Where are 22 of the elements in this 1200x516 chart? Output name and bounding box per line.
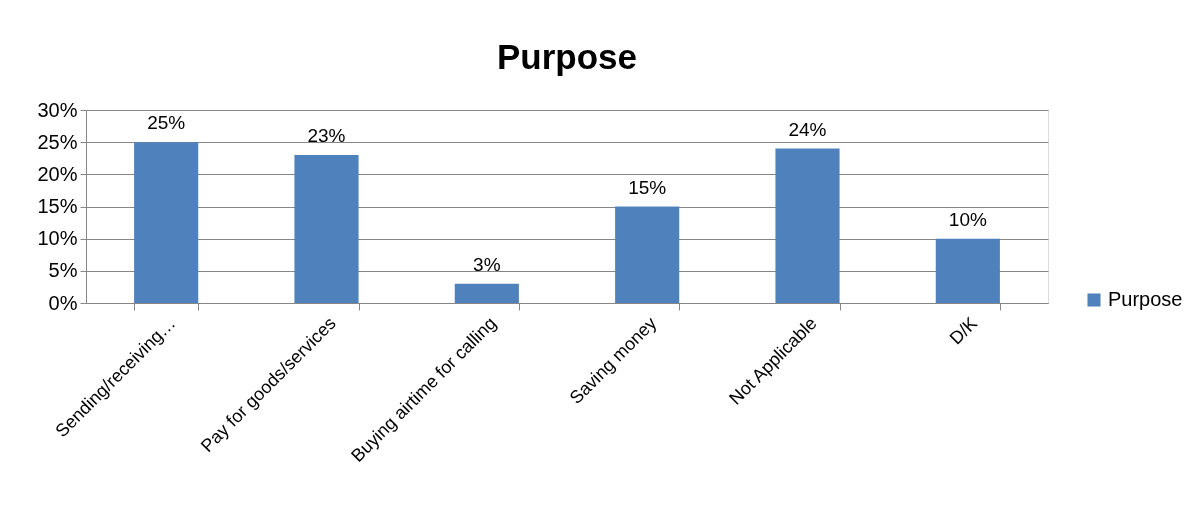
- y-tick-label: 10%: [37, 227, 78, 250]
- legend-label: Purpose: [1108, 288, 1183, 310]
- bar: [294, 155, 359, 303]
- bar: [615, 206, 680, 303]
- bar: [134, 142, 199, 303]
- chart-title: Purpose: [496, 37, 638, 76]
- data-label: 3%: [473, 253, 501, 275]
- x-tick-label: D/K: [945, 313, 982, 349]
- bar: [454, 283, 519, 303]
- bar: [935, 238, 1000, 303]
- y-tick-label: 15%: [37, 195, 78, 217]
- y-tick-label: 20%: [37, 162, 78, 185]
- data-label: 23%: [307, 125, 346, 147]
- data-label: 15%: [628, 176, 667, 198]
- data-label: 10%: [948, 208, 987, 230]
- y-tick-label: 30%: [37, 98, 78, 121]
- bar: [775, 148, 840, 303]
- y-tick-label: 0%: [48, 291, 78, 314]
- y-tick-label: 5%: [48, 259, 78, 282]
- data-label: 24%: [788, 118, 827, 140]
- data-label: 25%: [147, 112, 186, 134]
- y-tick-label: 25%: [37, 130, 78, 153]
